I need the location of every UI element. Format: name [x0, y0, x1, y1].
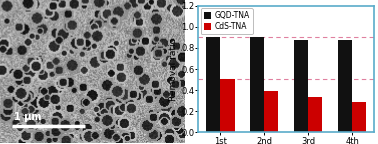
Legend: GQD-TNA, CdS-TNA: GQD-TNA, CdS-TNA [201, 8, 253, 34]
Bar [250, 37, 264, 132]
Bar [308, 97, 322, 132]
Bar [338, 40, 352, 132]
Text: 1 μm: 1 μm [14, 112, 42, 122]
Bar [264, 91, 279, 132]
Bar [294, 40, 308, 132]
Bar [352, 102, 366, 132]
Y-axis label: Removal ratio: Removal ratio [169, 38, 178, 101]
Bar [220, 79, 234, 132]
Bar [206, 37, 220, 132]
